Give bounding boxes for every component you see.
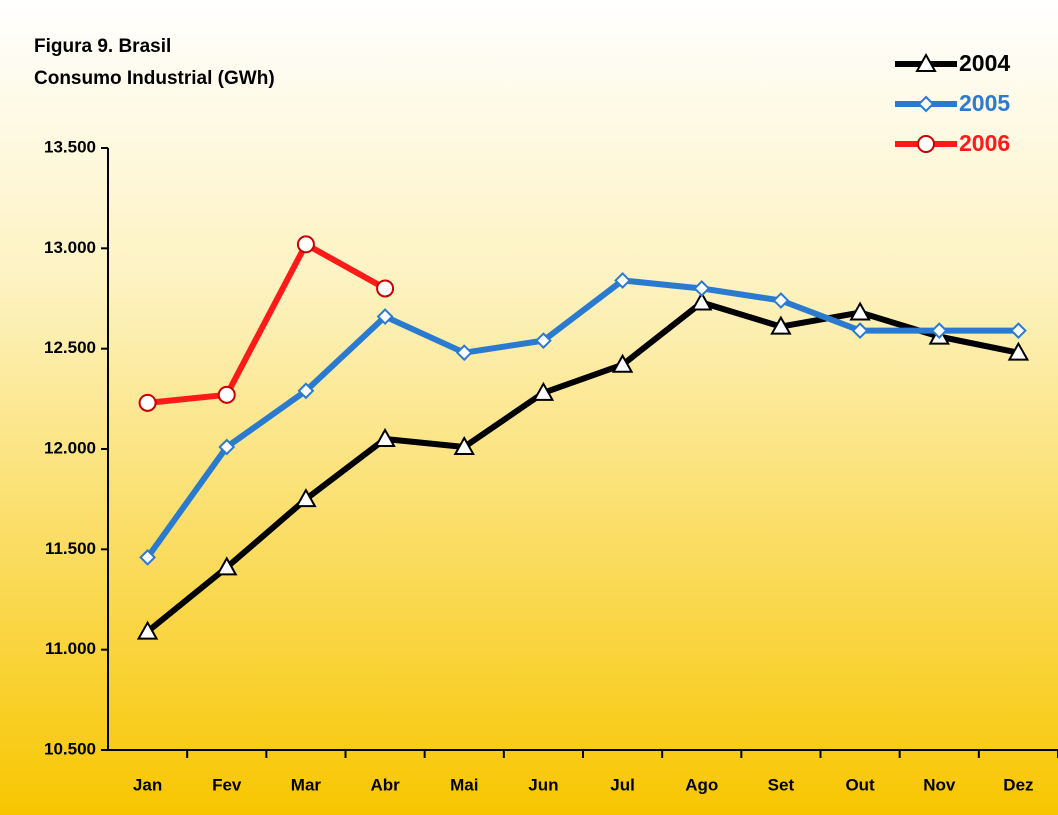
x-tick-label: Mai (450, 775, 478, 794)
data-point (851, 322, 869, 340)
y-tick-label: 12.500 (44, 338, 96, 357)
data-point (136, 620, 159, 640)
legend-label: 2005 (959, 90, 1010, 116)
x-tick-label: Fev (212, 775, 242, 794)
legend-marker (917, 135, 935, 153)
data-point (770, 315, 792, 335)
y-tick-label: 11.500 (45, 539, 96, 558)
data-point (614, 272, 631, 289)
y-tick-label: 11.000 (45, 639, 96, 658)
data-point (455, 344, 473, 362)
x-tick-label: Out (845, 775, 875, 794)
data-point (532, 381, 555, 401)
data-point (139, 548, 156, 566)
legend-marker (917, 95, 935, 113)
data-point (691, 291, 713, 311)
legend-label: 2006 (959, 130, 1010, 156)
y-tick-label: 12.000 (44, 438, 96, 457)
series-line (145, 299, 1020, 634)
data-point (217, 385, 236, 404)
x-tick-label: Set (768, 775, 795, 794)
x-tick-label: Abr (370, 775, 400, 794)
x-tick-label: Jul (610, 775, 635, 794)
chart-title: Figura 9. Brasil (34, 36, 171, 57)
legend-label: 2004 (959, 50, 1010, 76)
data-point (1010, 322, 1027, 340)
data-point (849, 301, 871, 321)
data-point (453, 435, 475, 455)
data-point (376, 308, 394, 325)
y-tick-label: 13.000 (44, 238, 96, 257)
legend-marker (915, 52, 937, 72)
data-point (296, 235, 315, 254)
y-tick-label: 10.500 (44, 739, 96, 758)
data-point (376, 279, 395, 298)
data-point (930, 322, 948, 340)
x-tick-label: Nov (923, 775, 956, 794)
x-tick-label: Dez (1003, 775, 1033, 794)
data-point (772, 292, 790, 309)
y-tick-label: 13.500 (44, 137, 96, 156)
chart-subtitle: Consumo Industrial (GWh) (34, 68, 275, 89)
data-point (535, 332, 552, 350)
data-point (138, 393, 157, 412)
series-line (147, 241, 387, 406)
data-point (611, 353, 634, 373)
data-point (295, 488, 317, 508)
x-tick-label: Ago (685, 775, 718, 794)
x-tick-label: Jun (528, 775, 558, 794)
x-tick-label: Jan (133, 775, 162, 794)
x-tick-label: Mar (291, 775, 322, 794)
data-point (297, 382, 315, 400)
data-point (374, 427, 396, 447)
data-point (1007, 341, 1030, 361)
data-point (693, 280, 711, 297)
series-line (145, 277, 1019, 560)
data-point (218, 438, 236, 456)
data-point (216, 556, 238, 576)
